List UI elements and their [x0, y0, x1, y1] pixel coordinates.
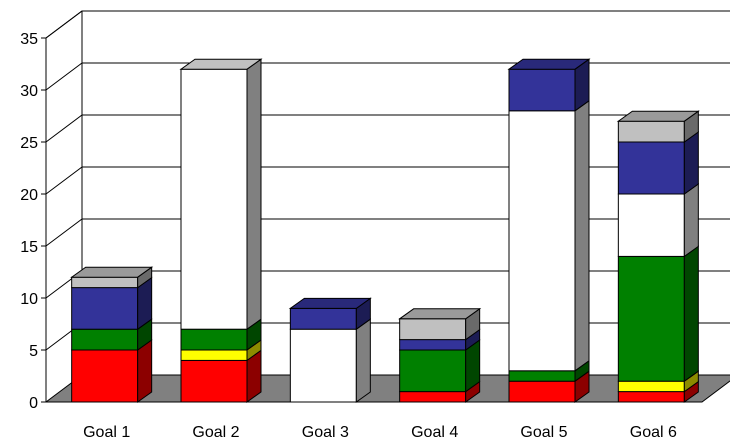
bar-segment-side: [574, 99, 590, 372]
bar-segment: [617, 391, 685, 403]
bar-stack-6: [616, 110, 700, 403]
bar-segment: [180, 68, 248, 330]
bar-top: [70, 266, 154, 278]
bar-segment-side: [683, 183, 699, 258]
bar-stack-1: [70, 266, 154, 403]
gridlines: [45, 10, 730, 351]
bar-segment-side: [355, 318, 371, 403]
bar-segment: [399, 391, 467, 403]
y-tick-label: 0: [29, 395, 38, 412]
y-tick-label: 15: [20, 239, 38, 256]
bar-segment: [617, 255, 685, 382]
bar-segment: [508, 110, 576, 372]
y-tick-label: 10: [20, 291, 38, 308]
bar-segment: [180, 359, 248, 403]
x-tick-label: Goal 6: [630, 424, 677, 441]
gridline: [45, 10, 730, 39]
bar-stack-4: [398, 307, 482, 403]
bar-top: [507, 58, 591, 70]
bar-segment: [508, 68, 576, 112]
bar-segment: [617, 380, 685, 393]
y-tick-label: 5: [29, 343, 38, 360]
bar-top: [179, 58, 263, 70]
bar-segment-side: [137, 339, 153, 403]
bar-segment: [71, 349, 139, 403]
bar-segment: [289, 328, 357, 403]
bar-segment-side: [683, 245, 699, 383]
x-tick-label: Goal 1: [83, 424, 130, 441]
bar-segment: [399, 318, 467, 341]
bar-segment: [508, 370, 576, 382]
bars: [70, 58, 700, 403]
bar-top: [616, 110, 700, 122]
bar-segment: [399, 349, 467, 393]
y-tick-label: 35: [20, 31, 38, 48]
x-tick-label: Goal 3: [302, 424, 349, 441]
bar-stack-3: [288, 297, 372, 403]
bar-segment: [71, 276, 139, 289]
bar-top: [398, 308, 482, 320]
y-tick-label: 25: [20, 135, 38, 152]
y-axis: 0 5 10 15 20 25 30 35: [20, 31, 47, 412]
bar-segment: [508, 380, 576, 403]
y-tick-label: 30: [20, 83, 38, 100]
bar-segment: [289, 307, 357, 330]
bar-segment: [180, 328, 248, 351]
x-axis: Goal 1 Goal 2 Goal 3 Goal 4 Goal 5 Goal 6: [46, 401, 702, 441]
bar-segment: [617, 141, 685, 195]
bar-segment: [71, 287, 139, 330]
x-tick-label: Goal 2: [192, 424, 239, 441]
bar-stack-5: [507, 58, 591, 403]
gridline: [45, 62, 730, 91]
bar-top: [288, 297, 372, 309]
bar-segment: [399, 339, 467, 351]
bar-segment: [71, 328, 139, 351]
y-tick-label: 20: [20, 187, 38, 204]
x-tick-label: Goal 5: [520, 424, 567, 441]
bar-segment-side: [246, 58, 262, 331]
bar-stack-2: [179, 58, 263, 403]
bar-segment: [617, 120, 685, 143]
x-tick-label: Goal 4: [411, 424, 458, 441]
bar-segment: [617, 193, 685, 257]
bar-segment: [180, 349, 248, 361]
bar-segment-side: [683, 131, 699, 195]
